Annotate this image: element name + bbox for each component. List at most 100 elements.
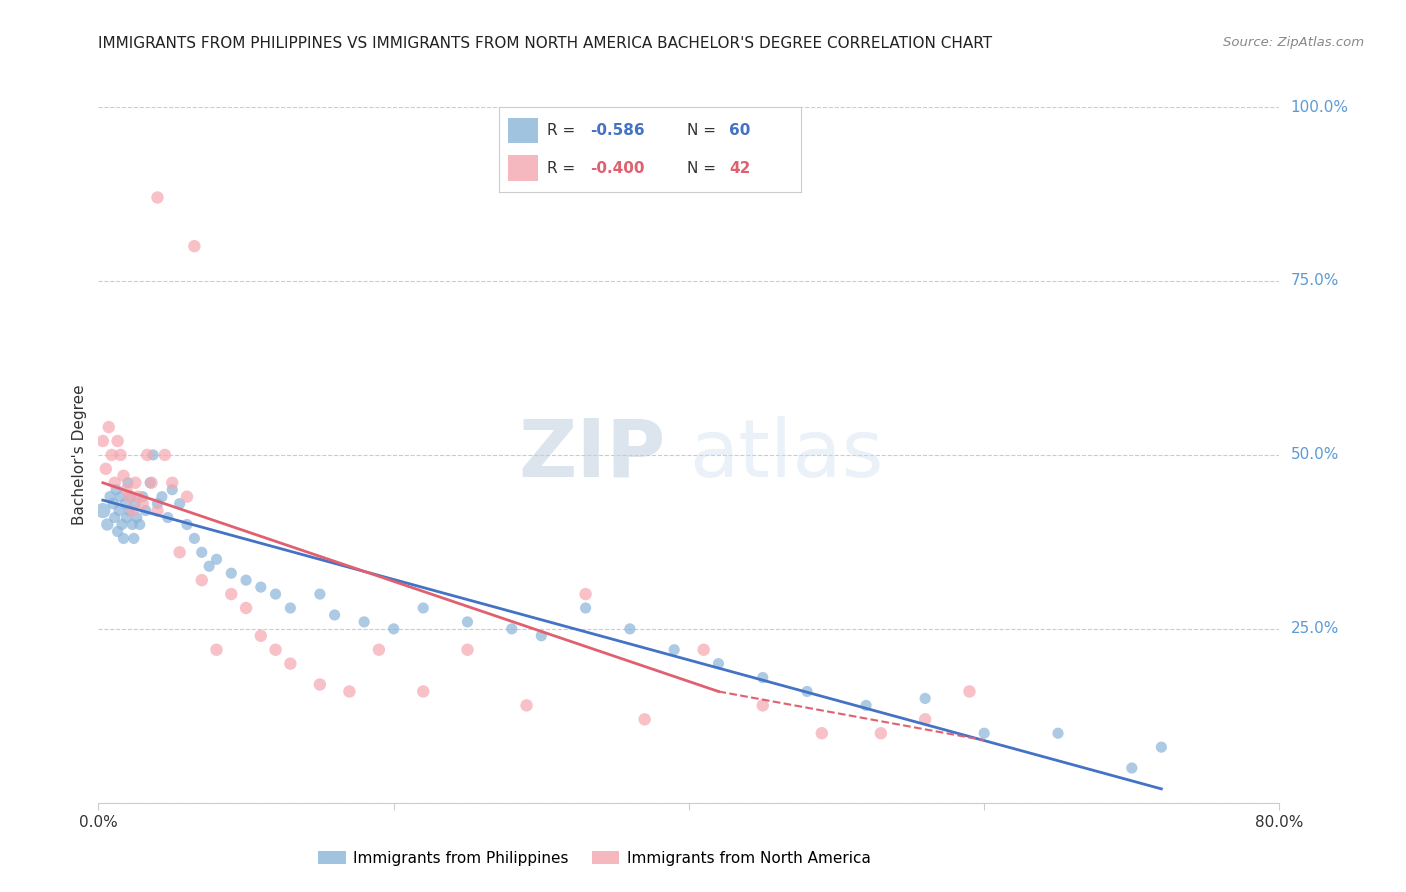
Legend: Immigrants from Philippines, Immigrants from North America: Immigrants from Philippines, Immigrants … [312, 845, 877, 871]
Point [91, 434, 114, 448]
Point [136, 448, 159, 462]
Point [146, 497, 169, 511]
Point [107, 524, 129, 539]
Point [94, 462, 117, 476]
Text: IMMIGRANTS FROM PHILIPPINES VS IMMIGRANTS FROM NORTH AMERICA BACHELOR'S DEGREE C: IMMIGRANTS FROM PHILIPPINES VS IMMIGRANT… [98, 36, 993, 51]
Point [146, 190, 169, 204]
Point [141, 475, 163, 490]
Point [205, 642, 228, 657]
Point [796, 684, 818, 698]
Point [108, 503, 131, 517]
Point [353, 615, 375, 629]
Point [619, 622, 641, 636]
Point [176, 490, 198, 504]
Point [693, 642, 716, 657]
Point [96, 517, 118, 532]
Point [111, 517, 134, 532]
Point [1046, 726, 1069, 740]
Point [169, 497, 191, 511]
Point [107, 434, 129, 448]
Point [132, 497, 155, 511]
Point [127, 490, 149, 504]
Point [205, 552, 228, 566]
Point [707, 657, 730, 671]
Point [264, 587, 287, 601]
Point [118, 490, 141, 504]
Point [103, 497, 125, 511]
Point [810, 726, 832, 740]
Point [120, 490, 142, 504]
Point [235, 601, 257, 615]
Point [105, 483, 128, 497]
Point [162, 475, 183, 490]
Point [751, 698, 773, 713]
Point [1121, 761, 1143, 775]
Point [122, 532, 145, 546]
Point [98, 490, 121, 504]
Point [198, 559, 221, 574]
Point [959, 684, 981, 698]
Point [456, 642, 478, 657]
Point [250, 629, 273, 643]
Point [1150, 740, 1173, 755]
Point [382, 622, 405, 636]
Point [250, 580, 273, 594]
Point [219, 566, 242, 581]
Point [162, 483, 183, 497]
Point [100, 448, 122, 462]
Point [235, 573, 257, 587]
Point [412, 684, 434, 698]
Point [150, 490, 173, 504]
Text: N =: N = [686, 123, 720, 138]
Point [855, 698, 877, 713]
Point [115, 483, 138, 497]
Point [118, 503, 141, 517]
Point [751, 671, 773, 685]
Text: 42: 42 [728, 161, 751, 176]
Point [114, 497, 136, 511]
Point [112, 532, 135, 546]
Point [574, 601, 596, 615]
Text: 25.0%: 25.0% [1291, 622, 1339, 636]
Point [124, 497, 146, 511]
Point [337, 684, 360, 698]
Point [456, 615, 478, 629]
Point [125, 510, 148, 524]
Text: 60: 60 [728, 123, 751, 138]
Text: 75.0%: 75.0% [1291, 274, 1339, 288]
Point [501, 622, 523, 636]
Text: Source: ZipAtlas.com: Source: ZipAtlas.com [1223, 36, 1364, 49]
Point [914, 712, 936, 726]
Point [183, 239, 205, 253]
Point [132, 490, 155, 504]
Point [156, 510, 179, 524]
Point [97, 420, 120, 434]
Point [309, 677, 332, 691]
Point [914, 691, 936, 706]
Point [869, 726, 891, 740]
Point [124, 475, 146, 490]
Point [115, 510, 138, 524]
Point [121, 503, 143, 517]
Point [121, 517, 143, 532]
Point [530, 629, 553, 643]
Point [104, 475, 127, 490]
Point [219, 587, 242, 601]
Point [112, 468, 135, 483]
Point [153, 448, 176, 462]
Point [973, 726, 995, 740]
Point [110, 448, 132, 462]
Point [368, 642, 391, 657]
Y-axis label: Bachelor's Degree: Bachelor's Degree [72, 384, 87, 525]
Point [278, 657, 302, 671]
Bar [508, 118, 538, 144]
Point [309, 587, 332, 601]
Point [146, 503, 169, 517]
Point [117, 475, 139, 490]
Text: ZIP: ZIP [517, 416, 665, 494]
Text: 100.0%: 100.0% [1291, 100, 1348, 114]
Text: N =: N = [686, 161, 720, 176]
Point [128, 517, 150, 532]
Point [412, 601, 434, 615]
Point [142, 448, 165, 462]
